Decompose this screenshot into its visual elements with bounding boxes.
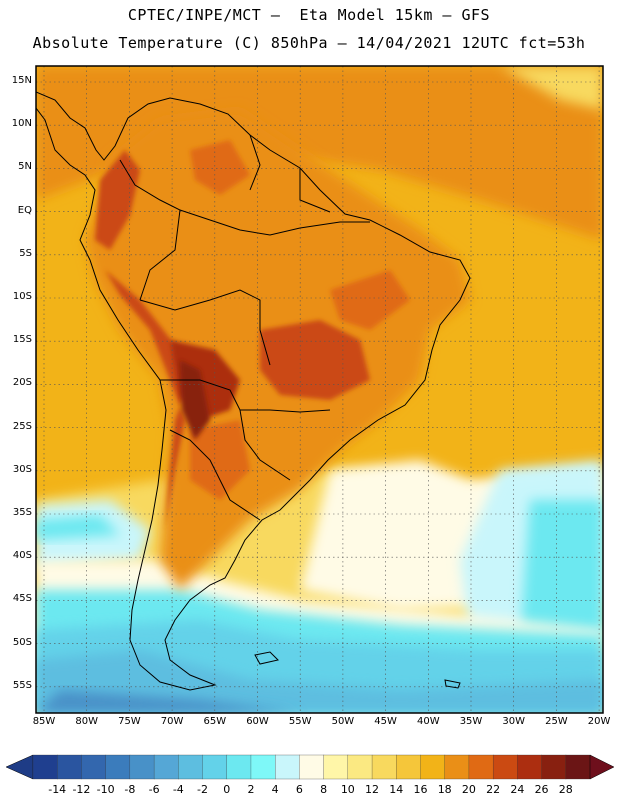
colorbar-swatch (492, 754, 518, 780)
latitude-label: 30S (12, 463, 32, 475)
longitude-label: 65W (203, 716, 227, 727)
colorbar-tick-label: 10 (340, 783, 355, 796)
colorbar-tick-label: 20 (461, 783, 476, 796)
latitude-label: 25S (12, 420, 32, 432)
colorbar-swatch (178, 754, 203, 780)
chart-subtitle: Absolute Temperature (C) 850hPa – 14/04/… (32, 34, 586, 52)
colorbar-swatch (57, 754, 82, 780)
colorbar (5, 754, 615, 780)
colorbar-swatch (32, 754, 58, 780)
colorbar-tick-label: 26 (534, 783, 549, 796)
longitude-label: 70W (160, 716, 184, 727)
colorbar-tick-label: 8 (320, 783, 328, 796)
colorbar-swatch (105, 754, 131, 780)
colorbar-tick-label: 14 (389, 783, 404, 796)
latitude-label: EQ (17, 204, 32, 216)
map-gridlines (36, 66, 603, 713)
latitude-label: 15N (11, 75, 32, 86)
latitude-label: 40S (12, 550, 32, 562)
colorbar-swatch (153, 754, 179, 780)
chart-title: CPTEC/INPE/MCT – Eta Model 15km – GFS (127, 6, 491, 24)
colorbar-swatch (565, 754, 591, 780)
colorbar-swatch (202, 754, 228, 780)
latitude-label: 5N (18, 161, 32, 173)
colorbar-tick-label: 6 (295, 783, 303, 796)
colorbar-swatch (541, 754, 567, 780)
colorbar-swatch (299, 754, 325, 780)
longitude-label: 55W (288, 716, 312, 727)
latitude-label: 15S (12, 334, 32, 346)
colorbar-tick-label: 4 (271, 783, 279, 796)
colorbar-swatch (371, 754, 397, 780)
colorbar-swatch (81, 754, 107, 780)
colorbar-swatch (275, 754, 300, 780)
colorbar-tick-label: -14 (48, 783, 67, 796)
latitude-label: 5S (19, 247, 32, 259)
colorbar-underflow (5, 754, 34, 780)
colorbar-swatch (323, 754, 349, 780)
colorbar-tick-label: 2 (247, 783, 255, 796)
longitude-label: 20W (587, 716, 611, 727)
latitude-label: 10N (11, 118, 32, 130)
colorbar-tick-label: 18 (437, 783, 452, 796)
latitude-label: 20S (12, 377, 32, 389)
longitude-label: 75W (118, 716, 141, 727)
colorbar-tick-label: 16 (413, 783, 428, 796)
colorbar-swatch (517, 754, 543, 780)
latitude-label: 55S (12, 679, 32, 691)
colorbar-swatch (468, 754, 494, 780)
latitude-label: 35S (12, 507, 32, 518)
colorbar-swatch (226, 754, 252, 780)
longitude-label: 85W (32, 716, 56, 727)
colorbar-tick-label: 12 (365, 783, 380, 796)
colorbar-swatch (129, 754, 155, 780)
map-frame (35, 65, 604, 714)
colorbar-tick-label: 28 (558, 783, 573, 796)
colorbar-tick-label: 0 (223, 783, 231, 796)
colorbar-tick-label: -8 (124, 783, 136, 796)
longitude-label: 50W (331, 716, 355, 727)
colorbar-tick-label: -4 (172, 783, 184, 796)
longitude-label: 35W (459, 716, 483, 727)
colorbar-tick-label: 24 (510, 783, 525, 796)
latitude-label: 10S (12, 291, 32, 302)
colorbar-tick-label: 22 (486, 783, 501, 796)
latitude-label: 45S (12, 593, 32, 605)
longitude-label: 60W (246, 716, 269, 727)
colorbar-swatch (420, 754, 446, 780)
colorbar-overflow (589, 754, 615, 780)
colorbar-swatch (347, 754, 373, 780)
colorbar-swatch (396, 754, 421, 780)
colorbar-tick-label: -2 (197, 783, 208, 796)
latitude-label: 50S (12, 636, 32, 648)
longitude-label: 80W (75, 716, 98, 727)
colorbar-tick-label: -12 (72, 783, 91, 796)
colorbar-swatch (444, 754, 470, 780)
coastlines (36, 91, 471, 691)
colorbar-tick-label: -6 (148, 783, 160, 796)
longitude-label: 40W (416, 716, 440, 727)
temperature-field (36, 66, 603, 713)
colorbar-tick-label: -10 (96, 783, 115, 796)
colorbar-swatch (250, 754, 276, 780)
longitude-label: 30W (502, 716, 525, 727)
longitude-label: 25W (545, 716, 568, 727)
longitude-label: 45W (374, 716, 397, 727)
